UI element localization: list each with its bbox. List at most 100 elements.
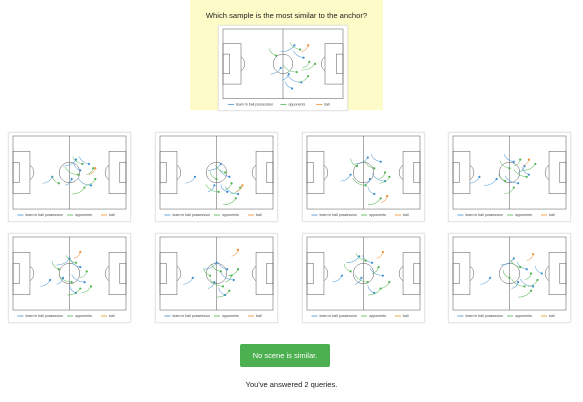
legend-label-ball: ball bbox=[403, 314, 409, 318]
pitch-lines bbox=[452, 135, 567, 210]
pitch-svg: team in ball possession opponents ball bbox=[306, 135, 421, 217]
pitch-lines bbox=[306, 236, 421, 311]
pitch-lines bbox=[159, 236, 274, 311]
team-player-trajectory bbox=[281, 73, 290, 81]
opponent-player-trajectory bbox=[379, 175, 391, 184]
team-player-trajectory bbox=[220, 272, 235, 282]
legend-label-ball: ball bbox=[324, 103, 330, 107]
pitch-lines bbox=[12, 236, 127, 311]
opponent-player-trajectory bbox=[85, 177, 97, 186]
team-player-trajectory bbox=[469, 175, 481, 184]
team-player-trajectory bbox=[367, 186, 376, 196]
legend-label-team: team in ball possession bbox=[465, 213, 502, 217]
sample-scene-1[interactable]: team in ball possession opponents ball bbox=[8, 132, 131, 222]
opponent-player-trajectory bbox=[80, 270, 88, 279]
legend-label-opponents: opponents bbox=[75, 314, 92, 318]
sample-scene-3[interactable]: team in ball possession opponents ball bbox=[302, 132, 425, 222]
legend-label-team: team in ball possession bbox=[172, 213, 209, 217]
ball-trajectory bbox=[376, 250, 384, 259]
sample-scene-8[interactable]: team in ball possession opponents ball bbox=[448, 233, 571, 323]
opponent-player-trajectory bbox=[379, 281, 391, 289]
opponent-player-trajectory bbox=[511, 278, 526, 288]
opponent-player-trajectory bbox=[215, 164, 227, 174]
opponent-player-trajectory bbox=[210, 263, 222, 273]
opponent-player-trajectory bbox=[67, 287, 82, 296]
opponent-player-trajectory bbox=[203, 268, 212, 277]
legend-label-opponents: opponents bbox=[222, 213, 239, 217]
team-player-trajectory bbox=[503, 154, 515, 163]
ball-trajectory bbox=[231, 248, 240, 257]
pitch-svg: team in ball possession opponents ball bbox=[452, 236, 567, 318]
team-player-trajectory bbox=[203, 261, 218, 270]
legend-label-ball: ball bbox=[256, 314, 262, 318]
team-player-trajectory bbox=[369, 268, 384, 277]
opponent-player-trajectory bbox=[498, 173, 507, 183]
no-scene-similar-button[interactable]: No scene is similar. bbox=[240, 344, 330, 367]
legend-label-team: team in ball possession bbox=[319, 314, 356, 318]
opponent-player-trajectory bbox=[378, 171, 387, 180]
sample-scene-2[interactable]: team in ball possession opponents ball bbox=[155, 132, 278, 222]
ball-trajectory bbox=[301, 44, 310, 52]
ball-trajectory bbox=[88, 167, 97, 175]
legend-label-ball: ball bbox=[549, 213, 555, 217]
team-player-trajectory bbox=[340, 173, 352, 182]
opponent-player-trajectory bbox=[522, 162, 537, 171]
team-player-trajectory bbox=[520, 278, 535, 288]
legend-label-ball: ball bbox=[403, 213, 409, 217]
opponent-player-trajectory bbox=[72, 156, 84, 166]
team-player-trajectory bbox=[483, 177, 498, 186]
pitch-svg: team in ball possession opponents ball bbox=[12, 236, 127, 318]
pitch-lines bbox=[452, 236, 567, 311]
team-player-trajectory bbox=[219, 169, 231, 178]
opponent-player-trajectory bbox=[302, 60, 311, 69]
opponent-player-trajectory bbox=[527, 278, 539, 287]
legend-label-team: team in ball possession bbox=[172, 314, 209, 318]
opponent-player-trajectory bbox=[297, 75, 310, 83]
team-player-trajectory bbox=[207, 184, 216, 193]
legend-label-ball: ball bbox=[109, 314, 115, 318]
legend-label-opponents: opponents bbox=[515, 314, 532, 318]
team-player-trajectory bbox=[285, 81, 294, 90]
opponent-player-trajectory bbox=[355, 253, 367, 262]
team-player-trajectory bbox=[522, 167, 530, 176]
opponent-player-trajectory bbox=[343, 263, 352, 273]
legend-label-opponents: opponents bbox=[515, 213, 532, 217]
legend-label-team: team in ball possession bbox=[236, 103, 273, 107]
team-player-trajectory bbox=[42, 175, 54, 184]
pitch-lines bbox=[222, 28, 344, 99]
team-player-trajectory bbox=[370, 154, 382, 163]
team-player-trajectory bbox=[367, 285, 376, 294]
legend-label-opponents: opponents bbox=[222, 314, 239, 318]
sample-scene-6[interactable]: team in ball possession opponents ball bbox=[155, 233, 278, 323]
opponent-player-trajectory bbox=[52, 261, 60, 271]
team-player-trajectory bbox=[363, 177, 372, 186]
team-player-trajectory bbox=[56, 257, 71, 266]
sample-scene-7[interactable]: team in ball possession opponents ball bbox=[302, 233, 425, 323]
legend-label-opponents: opponents bbox=[369, 213, 386, 217]
opponent-player-trajectory bbox=[513, 158, 522, 167]
legend-label-opponents: opponents bbox=[75, 213, 92, 217]
opponent-player-trajectory bbox=[367, 287, 382, 296]
team-player-trajectory bbox=[293, 50, 305, 59]
sample-scene-4[interactable]: team in ball possession opponents ball bbox=[448, 132, 571, 222]
opponent-player-trajectory bbox=[350, 158, 359, 168]
team-player-trajectory bbox=[56, 276, 65, 285]
pitch-svg: team in ball possession opponents ball bbox=[452, 135, 567, 217]
opponent-player-trajectory bbox=[524, 272, 533, 281]
anchor-scene: team in ball possession opponents ball bbox=[218, 25, 348, 111]
legend-label-team: team in ball possession bbox=[25, 213, 62, 217]
pitch-svg: team in ball possession opponents ball bbox=[159, 236, 274, 318]
team-player-trajectory bbox=[40, 278, 52, 287]
opponent-player-trajectory bbox=[64, 167, 80, 176]
team-player-trajectory bbox=[270, 66, 282, 75]
opponent-player-trajectory bbox=[269, 48, 278, 57]
team-player-trajectory bbox=[535, 265, 543, 275]
opponent-player-trajectory bbox=[216, 289, 231, 298]
team-player-trajectory bbox=[70, 259, 82, 269]
team-player-trajectory bbox=[185, 175, 197, 184]
pitch-lines bbox=[12, 135, 127, 210]
opponent-player-trajectory bbox=[222, 197, 237, 206]
pitch-svg: team in ball possession opponents ball bbox=[222, 28, 344, 107]
team-player-trajectory bbox=[207, 162, 222, 171]
sample-scene-5[interactable]: team in ball possession opponents ball bbox=[8, 233, 131, 323]
